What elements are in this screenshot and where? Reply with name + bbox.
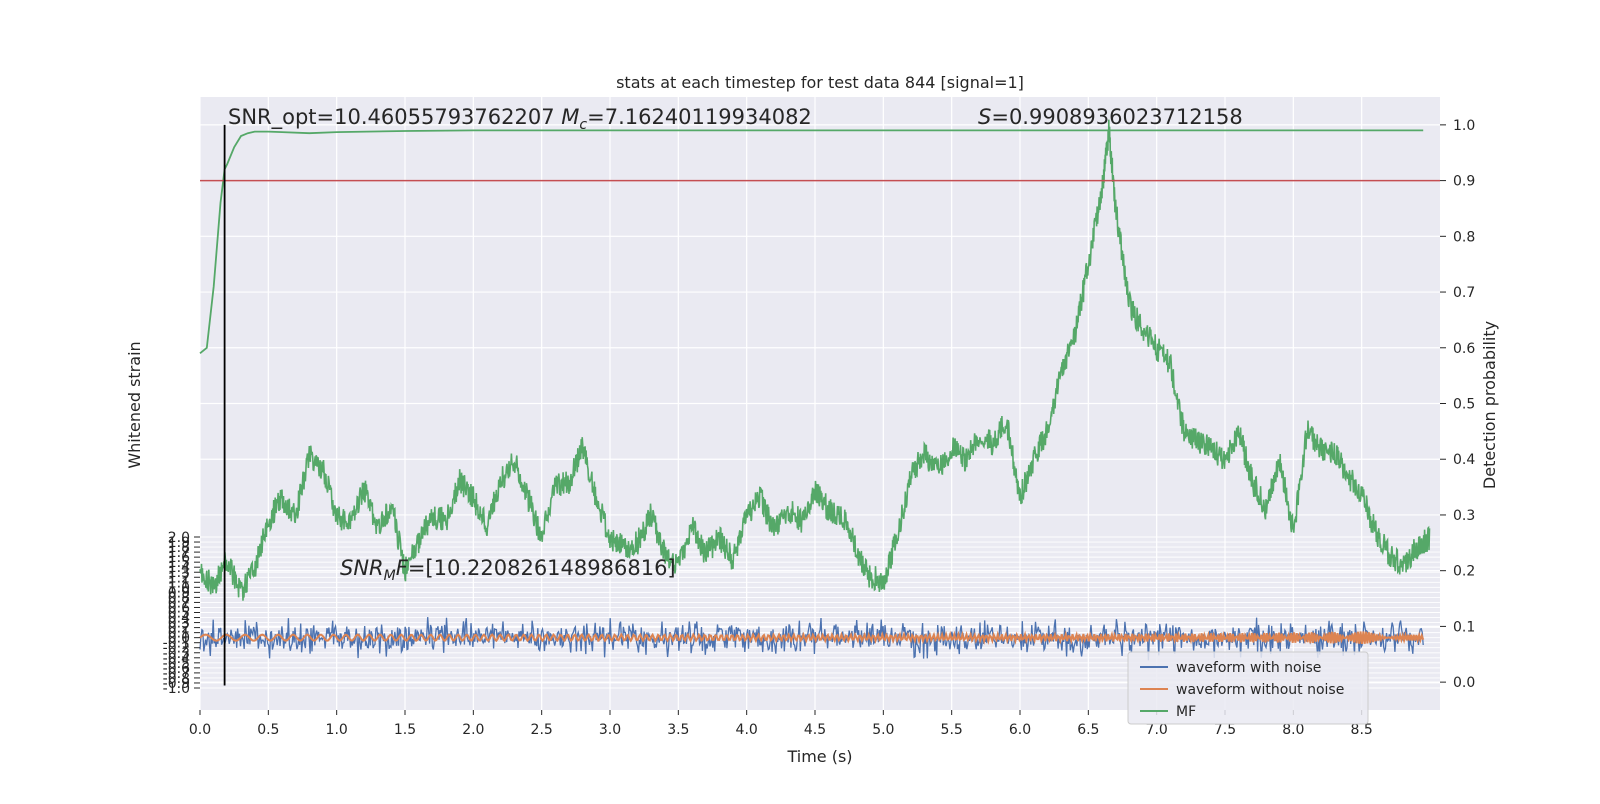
x-tick-label: 3.0 [599,722,621,738]
x-tick-label: 0.0 [189,722,211,738]
x-tick-label: 1.0 [326,722,348,738]
y-axis-left-label: Whitened strain [125,341,144,468]
y-right-tick-label: 0.6 [1453,341,1475,357]
annotation-snr-mc: SNR_opt=10.46055793762207 Mc=7.162401199… [228,105,812,133]
y-left-tick-label: -0.8 [163,671,190,687]
y-left-tick-label: -0.4 [163,651,190,667]
y-left-tick-label: -0.1 [163,636,190,652]
y-left-tick-label: 0.5 [168,606,190,622]
y-left-tick-label: 0.9 [168,585,190,601]
y-left-tick-label: 1.9 [168,535,190,551]
x-tick-label: 6.0 [1009,722,1031,738]
grid-lines [199,97,1440,710]
y-left-tick-label: 0.1 [168,626,190,642]
y-left-tick-label: 1.0 [168,580,190,596]
x-tick-label: 8.0 [1282,722,1304,738]
y-right-tick-label: 0.7 [1453,285,1475,301]
x-tick-label: 3.5 [667,722,689,738]
mf-probability-line [199,119,1431,601]
waveform-with-noise-line [199,617,1424,661]
y-left-tick-label: 0.3 [168,616,190,632]
y-axis-right-label: Detection probability [1480,321,1499,489]
y-left-tick-label: -0.7 [163,666,190,682]
reference-lines [200,124,1440,686]
y-left-tick-label: -1.0 [163,681,190,697]
y-left-tick-label: -0.2 [163,641,190,657]
y-left-tick-label: 0.6 [168,600,190,616]
y-right-tick-label: 0.8 [1453,229,1475,245]
x-tick-label: 4.0 [736,722,758,738]
legend-label-noise: waveform with noise [1176,660,1321,676]
legend-label-clean: waveform without noise [1176,682,1344,698]
y-axis-right: 0.0 0.1 0.2 0.3 0.4 0.5 0.6 0.7 0.8 0.9 1.0 [1440,118,1475,691]
x-tick-label: 4.5 [804,722,826,738]
y-left-tick-label: 0.8 [168,590,190,606]
x-tick-label: 0.5 [257,722,279,738]
y-left-tick-label: -0.3 [163,646,190,662]
y-right-tick-label: 0.0 [1453,675,1475,691]
y-right-tick-label: 0.9 [1453,174,1475,190]
legend: waveform with noise waveform without noi… [1127,651,1369,725]
x-tick-label: 7.5 [1214,722,1236,738]
strain-series-layer [199,617,1425,661]
y-axis-left: 2.01.91.81.71.61.51.41.31.21.11.00.90.80… [163,530,200,697]
y-right-tick-label: 0.3 [1453,508,1475,524]
y-left-tick-label: -0.6 [163,661,190,677]
y-left-tick-label: 1.1 [168,575,190,591]
y-right-tick-label: 1.0 [1453,118,1475,134]
x-tick-label: 6.5 [1077,722,1099,738]
x-tick-label: 1.5 [394,722,416,738]
y-left-tick-label: 2.0 [168,530,190,546]
y-right-tick-label: 0.1 [1453,619,1475,635]
y-left-tick-label: 0.4 [168,611,190,627]
y-left-tick-label: 1.5 [168,555,190,571]
x-tick-label: 5.0 [872,722,894,738]
x-tick-label: 7.0 [1146,722,1168,738]
y-left-tick-label: 0.7 [168,595,190,611]
y-left-tick-label: 0.2 [168,621,190,637]
y-left-tick-label: -0.9 [163,676,190,692]
x-tick-label: 5.5 [941,722,963,738]
y-left-tick-label: 0.0 [168,631,190,647]
legend-box [1127,651,1369,725]
y-right-tick-label: 0.4 [1453,452,1475,468]
x-tick-label: 8.5 [1351,722,1373,738]
waveform-without-noise-line [199,630,1425,645]
y-left-tick-label: 1.7 [168,545,190,561]
y-left-tick-label: 1.8 [168,540,190,556]
x-tick-label: 2.5 [531,722,553,738]
annotation-s: S=0.9908936023712158 [978,105,1243,129]
y-left-tick-label: 1.2 [168,570,190,586]
y-left-tick-label: 1.3 [168,565,190,581]
y-left-tick-label: 1.4 [168,560,190,576]
x-axis: 0.0 0.5 1.0 1.5 2.0 2.5 3.0 3.5 4.0 4.5 5.0 5.5 6.0 6… [189,710,1373,738]
annotation-snr-mf: SNRMF=[10.220826148986816] [340,556,676,584]
y-right-tick-label: 0.2 [1453,564,1475,580]
y-left-tick-label: 1.6 [168,550,190,566]
legend-label-mf: MF [1176,704,1196,720]
x-tick-label: 2.0 [462,722,484,738]
y-right-tick-label: 0.5 [1453,397,1475,413]
y-left-tick-label: -0.5 [163,656,190,672]
x-axis-label: Time (s) [786,747,852,766]
chart-title: stats at each timestep for test data 844… [616,73,1024,92]
